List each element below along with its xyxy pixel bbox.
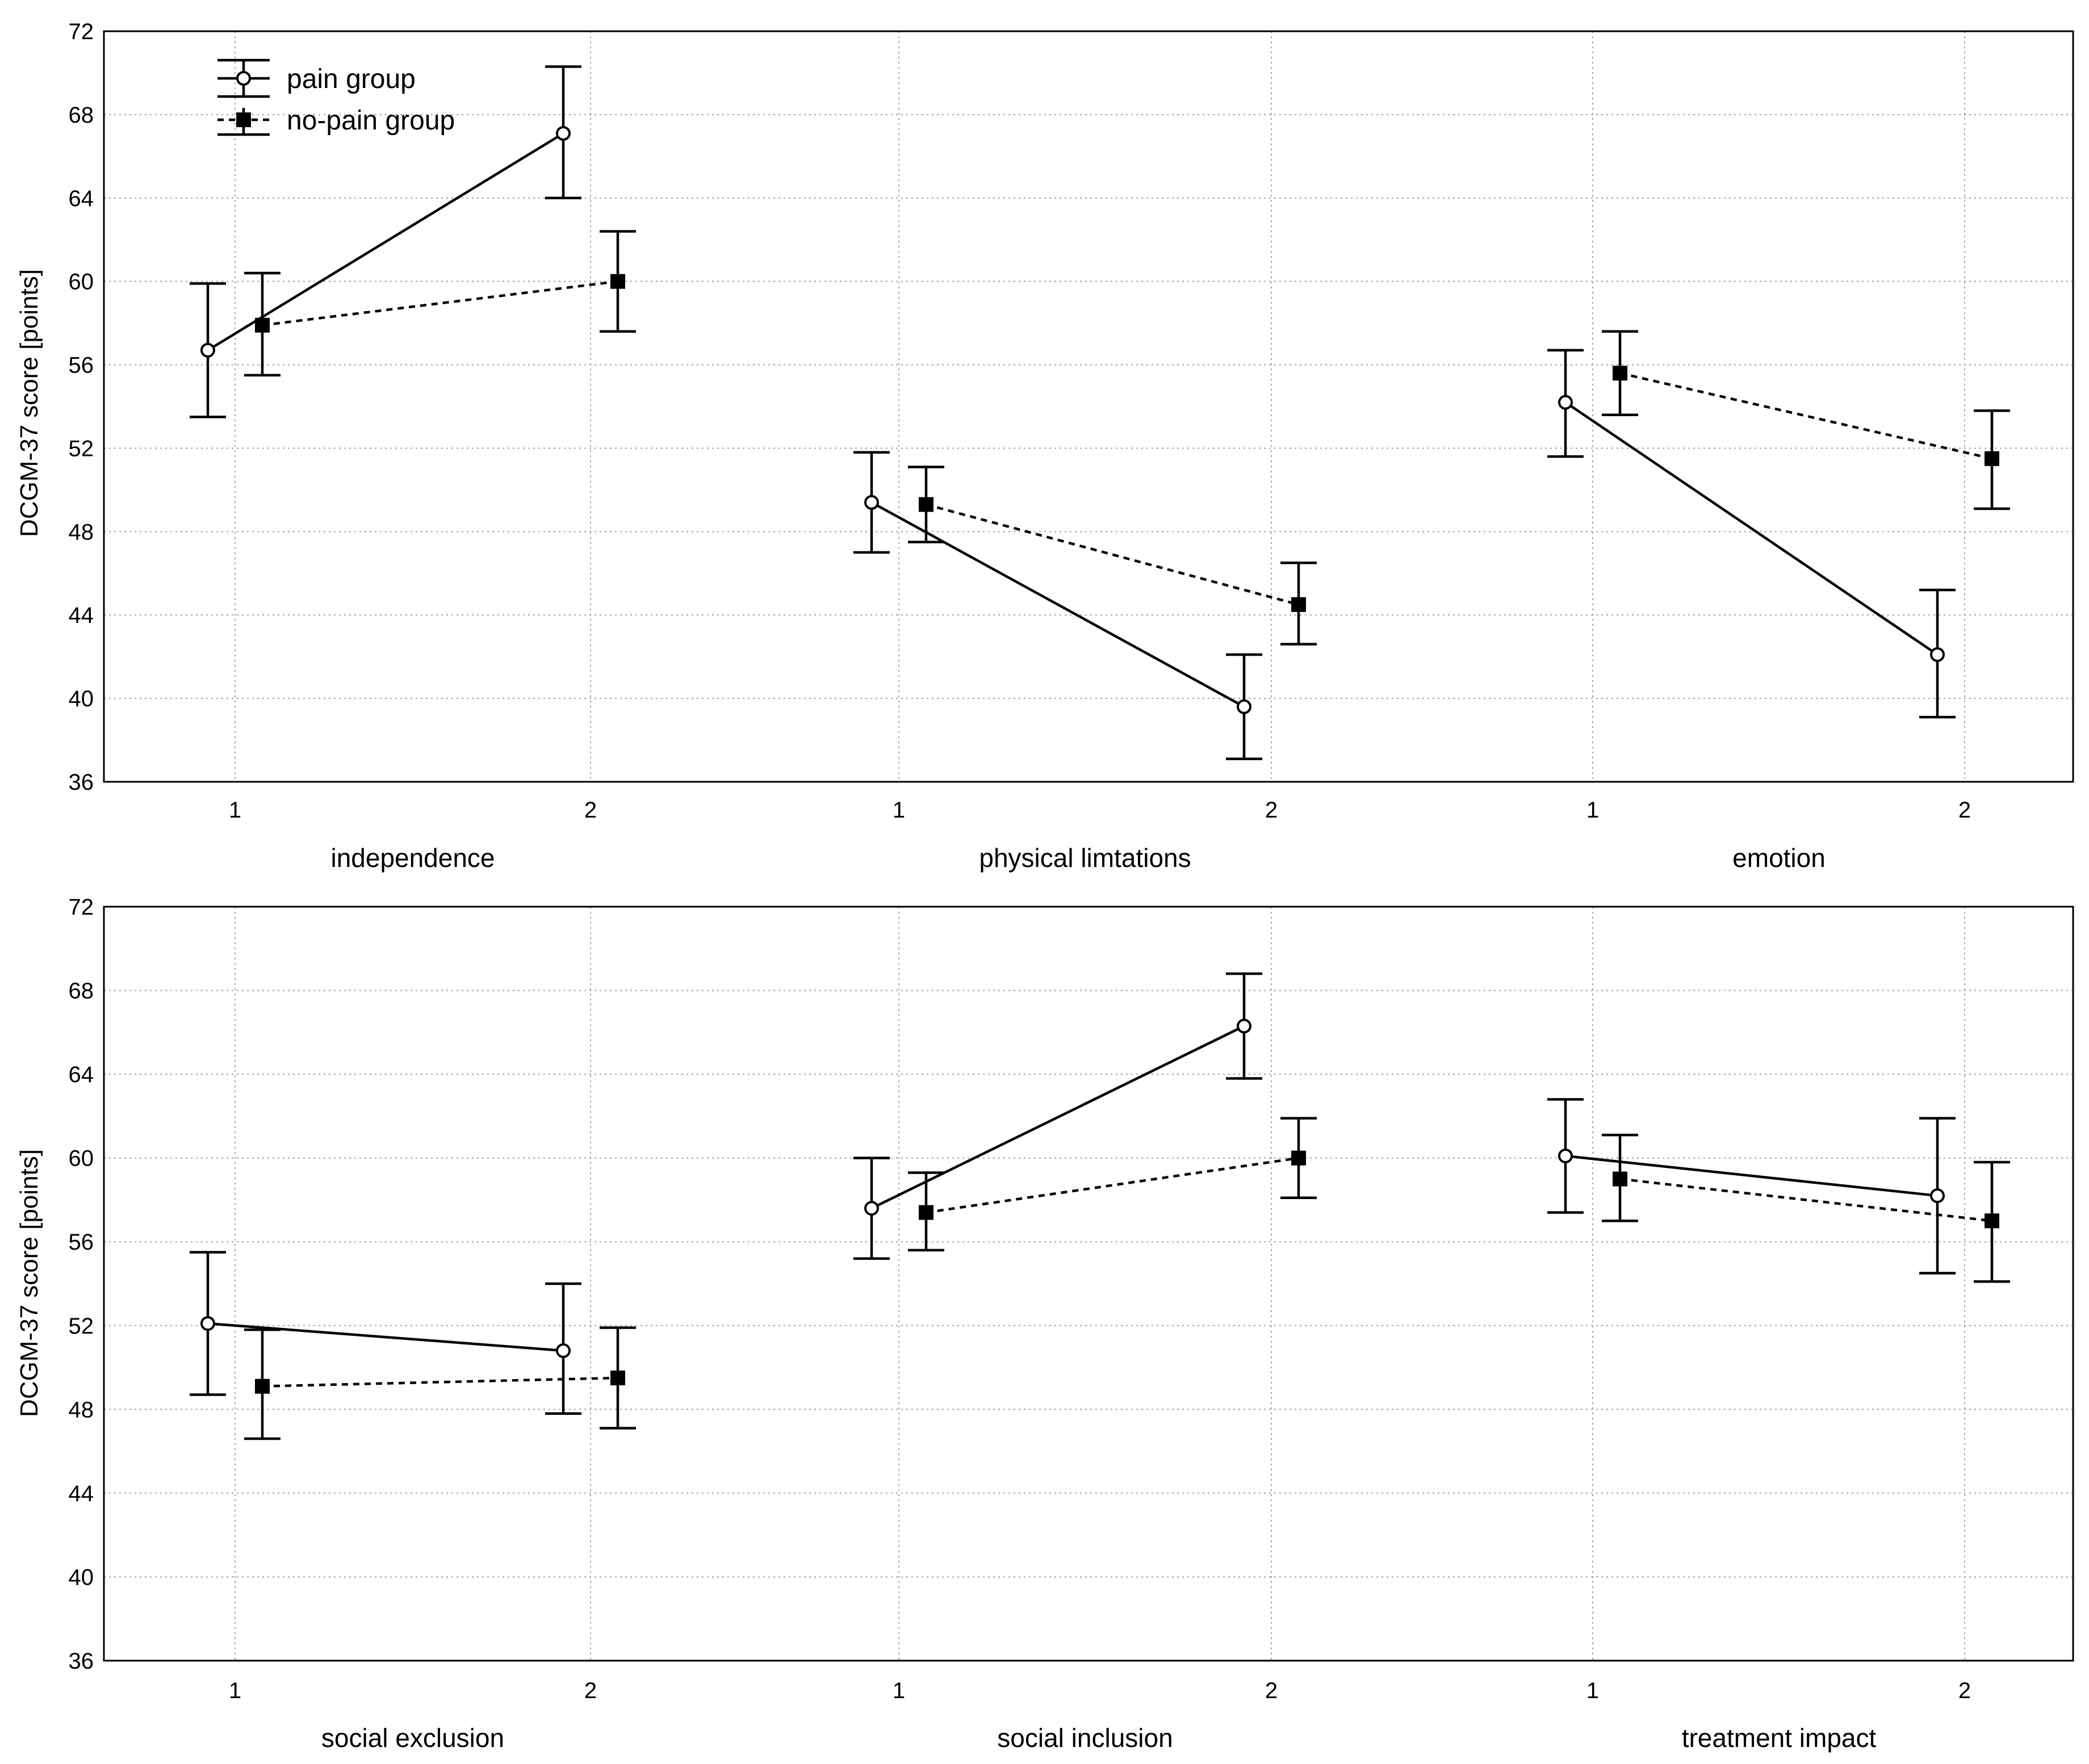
top-y-tick-48: 48 <box>69 519 94 544</box>
top-x-tick-1-1: 2 <box>1265 798 1278 823</box>
top-x-tick-2-0: 1 <box>1586 798 1599 823</box>
top-gridlines <box>104 31 2073 782</box>
top-p0-pain-point-1 <box>556 125 571 141</box>
bottom-p2-nopain-point-1 <box>1985 1213 1999 1229</box>
top-x-tick-0-0: 1 <box>229 798 241 823</box>
bottom-x-tick-1-1: 2 <box>1265 1678 1278 1703</box>
top-p0-nopain-line <box>262 280 618 327</box>
bottom-y-axis-title: DCGM-37 score [points] <box>15 1149 43 1417</box>
top-p1-nopain-point-1 <box>1291 597 1306 612</box>
bottom-p2-nopain-line <box>1619 1178 1992 1222</box>
top-y-axis-title: DCGM-37 score [points] <box>15 269 43 537</box>
top-x-tick-2-1: 2 <box>1958 798 1971 823</box>
top-y-tick-52: 52 <box>69 436 94 461</box>
bottom-y-tick-60: 60 <box>69 1146 94 1171</box>
bottom-y-tick-68: 68 <box>69 979 94 1004</box>
legend-label-nopain: no-pain group <box>287 106 455 136</box>
bottom-y-tick-44: 44 <box>69 1481 94 1506</box>
bottom-panel-label-0: social exclusion <box>321 1723 504 1753</box>
bottom-plot-frame <box>103 906 2074 1662</box>
top-axes: 36 40 44 48 52 56 60 64 68 72 1 2 independence 1 2 phys… <box>69 19 2074 873</box>
bottom-p0-nopain-point-0 <box>255 1378 270 1394</box>
bottom-p0-pain-point-1 <box>556 1343 571 1359</box>
top-y-tick-60: 60 <box>69 270 94 295</box>
bottom-y-tick-64: 64 <box>69 1062 94 1087</box>
bottom-x-tick-0-1: 2 <box>584 1678 597 1703</box>
top-p1-pain-line <box>870 501 1245 708</box>
top-p1-pain-point-0 <box>864 495 879 510</box>
top-p0-pain-point-0 <box>200 342 215 358</box>
top-y-tick-40: 40 <box>69 686 94 711</box>
bottom-axes: 36 40 44 48 52 56 60 64 68 72 1 2 social exclusion 1 2… <box>69 895 2074 1753</box>
top-y-tick-72: 72 <box>69 19 94 44</box>
legend: pain group no-pain group <box>217 58 455 136</box>
bottom-gridlines <box>104 907 2073 1661</box>
top-data <box>190 65 2010 760</box>
top-p1-nopain-line <box>926 503 1299 606</box>
top-p2-nopain-line <box>1619 372 1992 460</box>
bottom-p1-pain-point-0 <box>864 1201 879 1216</box>
bottom-p2-pain-point-0 <box>1558 1148 1573 1163</box>
top-x-tick-0-1: 2 <box>584 798 597 823</box>
top-p2-nopain-point-0 <box>1613 366 1627 381</box>
top-y-tick-56: 56 <box>69 353 94 378</box>
bottom-y-tick-36: 36 <box>69 1649 94 1674</box>
bottom-p1-nopain-point-1 <box>1291 1150 1306 1166</box>
top-y-tick-68: 68 <box>69 103 94 128</box>
bottom-y-tick-48: 48 <box>69 1397 94 1422</box>
bottom-panel-label-1: social inclusion <box>997 1723 1173 1753</box>
top-p2-pain-line <box>1564 401 1939 656</box>
top-panel-label-2: emotion <box>1732 843 1826 873</box>
top-panel-label-1: physical limtations <box>979 843 1191 873</box>
top-p0-pain-line <box>207 132 564 351</box>
bottom-data <box>190 972 2010 1440</box>
bottom-y-tick-52: 52 <box>69 1314 94 1339</box>
bottom-panel-label-2: treatment impact <box>1682 1723 1877 1753</box>
chart-bottom: 36 40 44 48 52 56 60 64 68 72 1 2 social exclusion 1 2… <box>15 895 2074 1753</box>
legend-label-pain: pain group <box>287 64 416 94</box>
top-y-tick-64: 64 <box>69 186 94 211</box>
bottom-y-tick-72: 72 <box>69 895 94 920</box>
top-plot-frame <box>103 30 2074 783</box>
bottom-p0-pain-line <box>207 1322 564 1352</box>
bottom-y-tick-40: 40 <box>69 1565 94 1590</box>
top-p2-pain-point-1 <box>1930 647 1945 662</box>
bottom-p2-pain-point-1 <box>1930 1188 1945 1204</box>
bottom-p0-nopain-line <box>262 1376 618 1388</box>
bottom-p2-pain-line <box>1565 1154 1938 1197</box>
chart-top: 36 40 44 48 52 56 60 64 68 72 1 2 independence 1 2 phys… <box>15 19 2074 873</box>
top-p2-nopain-point-1 <box>1985 451 1999 466</box>
bottom-p0-nopain-point-1 <box>610 1371 625 1385</box>
top-p1-pain-point-1 <box>1237 699 1251 714</box>
bottom-x-tick-0-0: 1 <box>229 1678 241 1703</box>
top-p0-nopain-point-0 <box>255 317 270 333</box>
bottom-y-tick-56: 56 <box>69 1230 94 1255</box>
top-p0-nopain-point-1 <box>610 274 625 289</box>
legend-pain-marker <box>236 71 251 86</box>
top-p1-nopain-point-0 <box>919 497 933 512</box>
legend-nopain-marker <box>236 112 251 127</box>
bottom-x-tick-2-1: 2 <box>1958 1678 1971 1703</box>
top-y-tick-44: 44 <box>69 603 94 628</box>
bottom-p1-pain-line <box>871 1025 1245 1210</box>
bottom-p1-pain-point-1 <box>1237 1019 1251 1034</box>
bottom-p2-nopain-point-0 <box>1613 1171 1627 1187</box>
bottom-x-tick-1-0: 1 <box>893 1678 905 1703</box>
bottom-p1-nopain-line <box>926 1157 1299 1214</box>
bottom-x-tick-2-0: 1 <box>1586 1678 1599 1703</box>
top-x-tick-1-0: 1 <box>893 798 905 823</box>
bottom-p0-pain-point-0 <box>200 1316 215 1331</box>
top-p2-pain-point-0 <box>1558 395 1573 410</box>
top-panel-label-0: independence <box>330 843 495 873</box>
top-y-tick-36: 36 <box>69 770 94 795</box>
bottom-p1-nopain-point-0 <box>919 1205 933 1220</box>
